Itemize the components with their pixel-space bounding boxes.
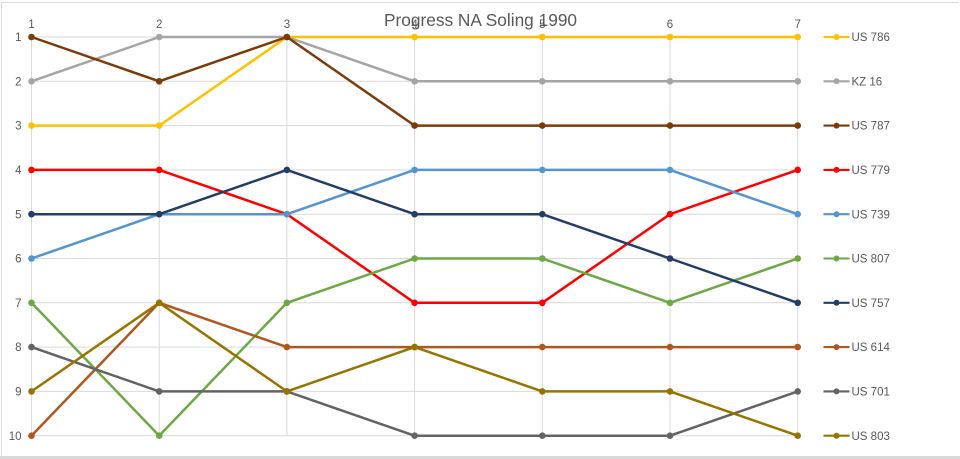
svg-text:1: 1	[15, 32, 21, 44]
svg-text:US 786: US 786	[852, 32, 890, 44]
svg-text:4: 4	[411, 19, 418, 31]
svg-text:4: 4	[15, 165, 22, 177]
svg-text:US 779: US 779	[852, 165, 890, 177]
svg-text:5: 5	[15, 209, 21, 221]
svg-text:1: 1	[28, 19, 34, 31]
svg-text:US 739: US 739	[852, 209, 890, 221]
svg-text:US 803: US 803	[852, 431, 890, 443]
svg-text:7: 7	[15, 298, 21, 310]
svg-text:10: 10	[9, 431, 22, 443]
svg-text:KZ 16: KZ 16	[852, 76, 883, 88]
svg-text:6: 6	[667, 19, 673, 31]
svg-text:6: 6	[15, 254, 21, 266]
svg-text:2: 2	[156, 19, 162, 31]
svg-text:7: 7	[794, 19, 800, 31]
svg-text:2: 2	[15, 76, 21, 88]
svg-text:8: 8	[15, 342, 21, 354]
svg-text:3: 3	[15, 121, 21, 133]
svg-text:9: 9	[15, 387, 21, 399]
svg-text:US 787: US 787	[852, 121, 890, 133]
svg-text:US 701: US 701	[852, 387, 890, 399]
svg-text:3: 3	[284, 19, 290, 31]
svg-text:US 807: US 807	[852, 254, 890, 266]
svg-text:Progress NA Soling 1990: Progress NA Soling 1990	[384, 10, 577, 30]
svg-text:5: 5	[539, 19, 545, 31]
svg-text:US 757: US 757	[852, 298, 890, 310]
svg-text:US 614: US 614	[852, 342, 891, 354]
